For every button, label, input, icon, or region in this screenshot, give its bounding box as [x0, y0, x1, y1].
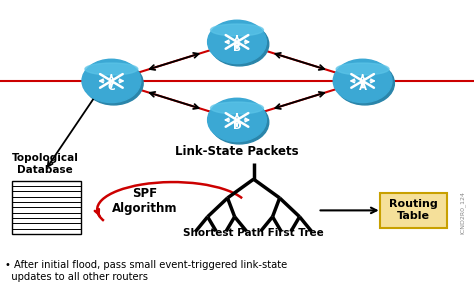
Ellipse shape [208, 98, 266, 142]
Text: Routing
Table: Routing Table [389, 199, 438, 221]
Ellipse shape [84, 62, 143, 105]
Text: Shortest Path First Tree: Shortest Path First Tree [183, 228, 324, 238]
Ellipse shape [333, 59, 392, 103]
Ellipse shape [210, 101, 269, 144]
Ellipse shape [336, 62, 394, 105]
Text: C: C [108, 82, 115, 92]
Text: SPF
Algorithm: SPF Algorithm [112, 187, 177, 215]
Text: Link-State Packets: Link-State Packets [175, 145, 299, 158]
FancyBboxPatch shape [380, 193, 447, 228]
Text: D: D [233, 121, 241, 131]
Ellipse shape [82, 59, 141, 103]
Ellipse shape [208, 20, 266, 64]
Text: A: A [359, 82, 366, 92]
Text: ICND2R0_124: ICND2R0_124 [459, 191, 465, 234]
Ellipse shape [210, 102, 264, 114]
Text: Topological
Database: Topological Database [11, 153, 79, 175]
Text: B: B [233, 43, 241, 53]
Ellipse shape [336, 63, 389, 75]
Ellipse shape [210, 23, 269, 66]
Ellipse shape [210, 24, 264, 36]
Bar [12, 181, 81, 234]
Text: • After initial flood, pass small event-triggered link-state
  updates to all ot: • After initial flood, pass small event-… [5, 260, 287, 282]
Ellipse shape [85, 63, 138, 75]
